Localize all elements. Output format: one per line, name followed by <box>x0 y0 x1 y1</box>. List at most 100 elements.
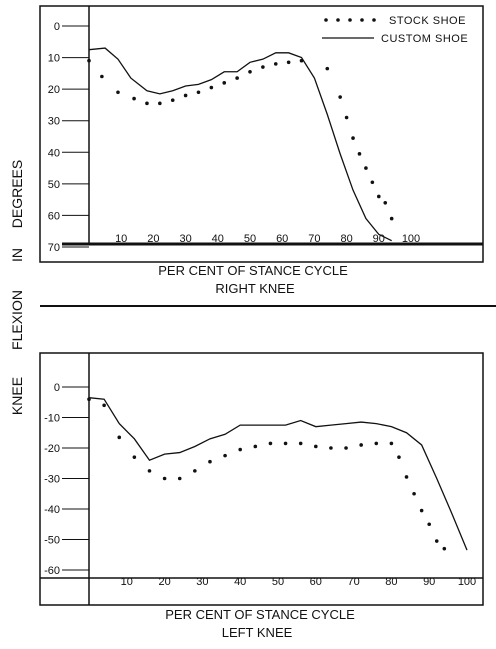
right-knee-stock-shoe-point <box>377 194 381 199</box>
left-knee-stock-shoe-point <box>102 403 106 408</box>
left-knee-x-tick-label: 80 <box>385 576 397 588</box>
left-knee-stock-shoe-point <box>208 459 212 464</box>
right-knee-stock-shoe-point <box>286 60 291 65</box>
right-knee-stock-shoe-point <box>222 81 227 85</box>
right-knee-y-tick-label: 0 <box>54 21 60 33</box>
right-knee-x-tick-label: 100 <box>402 233 420 245</box>
left-knee-x-tick-label: 50 <box>272 576 284 588</box>
right-knee-x-tick-label: 30 <box>179 233 191 245</box>
left-knee-stock-shoe-point <box>162 476 167 481</box>
right-knee-y-tick-label: 60 <box>48 210 60 222</box>
left-knee-y-tick-label: -20 <box>44 443 60 455</box>
right-knee-stock-shoe-point <box>364 166 368 170</box>
right-knee-y-tick-label: 40 <box>48 147 60 159</box>
left-knee-x-tick-label: 30 <box>196 576 208 588</box>
left-knee-stock-shoe-point <box>147 469 152 473</box>
right-knee-stock-shoe-point <box>351 136 355 140</box>
right-knee-x-tick-label: 60 <box>276 233 288 245</box>
right-knee-stock-shoe-point <box>87 58 91 63</box>
left-knee-stock-shoe-point <box>314 444 318 449</box>
legend: STOCK SHOE CUSTOM SHOE <box>322 15 468 45</box>
left-knee-x-tick-label: 10 <box>121 576 133 588</box>
left-knee-stock-shoe-point <box>117 435 122 440</box>
right-knee-y-tick-label: 70 <box>48 242 60 254</box>
right-knee-stock-shoe-point <box>209 85 214 90</box>
left-knee-frame <box>39 352 484 606</box>
left-knee-stock-shoe-point <box>374 441 379 446</box>
left-knee-stock-shoe-point <box>404 475 409 479</box>
legend-stock-dot <box>324 18 328 22</box>
right-knee-stock-shoe-point <box>235 76 239 80</box>
right-knee-stock-shoe-point <box>357 152 362 156</box>
right-knee-stock-shoe-point <box>145 101 149 106</box>
left-knee-y-tick-label: -30 <box>44 474 60 486</box>
left-knee-title: LEFT KNEE <box>222 625 293 640</box>
left-knee-stock-shoe-point <box>442 546 447 551</box>
right-knee-stock-shoe-point <box>389 216 394 221</box>
left-knee-x-tick-label: 70 <box>347 576 359 588</box>
right-knee-xlabel: PER CENT OF STANCE CYCLE <box>158 263 348 278</box>
left-knee-stock-shoe-point <box>329 446 333 450</box>
left-knee-y-tick-label: -10 <box>44 413 60 425</box>
left-knee-chart: 0-10-20-30-40-50-60 10 20 30 40 50 60 70 80 90 10… <box>39 352 484 640</box>
left-knee-stock-shoe-point <box>193 469 197 473</box>
right-knee-stock-shoe-point <box>132 96 136 101</box>
right-knee-stock-shoe-point <box>158 101 162 106</box>
right-knee-y-tick-label: 30 <box>48 116 60 128</box>
left-knee-custom-shoe-line <box>88 397 468 551</box>
right-knee-stock-shoe-point <box>383 200 388 205</box>
left-knee-x-tick-label: 90 <box>423 576 435 588</box>
right-knee-x-tick-label: 50 <box>244 233 256 245</box>
right-knee-x-tick-label: 70 <box>308 233 320 245</box>
left-knee-stock-shoe-point <box>238 447 242 452</box>
right-knee-frame <box>39 5 484 263</box>
legend-stock-dot <box>336 18 340 22</box>
right-knee-x-tick-label: 10 <box>115 233 127 245</box>
right-knee-stock-shoe-point <box>183 93 188 98</box>
left-knee-y-tick-label: 0 <box>54 382 60 394</box>
right-knee-y-tick-label: 20 <box>48 84 60 96</box>
right-knee-x-tick-label: 80 <box>340 233 352 245</box>
right-knee-stock-shoe-point <box>344 115 349 120</box>
left-knee-stock-shoe-point <box>359 443 363 447</box>
right-knee-x-tick-label: 40 <box>212 233 224 245</box>
right-knee-title: RIGHT KNEE <box>215 281 295 296</box>
left-knee-x-ticks: 10 20 30 40 50 60 70 80 90 100 <box>121 576 477 588</box>
legend-stock-marker <box>324 18 376 22</box>
left-knee-y-tick-label: -50 <box>44 535 60 547</box>
left-knee-x-tick-label: 40 <box>234 576 246 588</box>
right-knee-stock-shoe-point <box>338 95 342 99</box>
right-knee-stock-shoe-point <box>370 180 375 185</box>
left-knee-stock-shoe-point <box>419 508 424 513</box>
left-knee-stock-shoe-point <box>283 441 288 446</box>
left-knee-stock-shoe-point <box>397 455 401 459</box>
left-knee-stock-shoe-point <box>427 522 432 527</box>
left-knee-stock-shoe-point <box>268 441 273 446</box>
right-knee-stock-shoe-point <box>325 66 330 71</box>
right-knee-stock-shoe-point <box>248 69 252 74</box>
left-knee-y-ticks: 0 -10 -20 -30 -40 -50 -60 <box>44 382 89 577</box>
legend-stock-dot <box>348 18 352 22</box>
legend-custom-label: CUSTOM SHOE <box>381 33 468 45</box>
right-knee-y-tick-label: 10 <box>48 53 60 65</box>
right-knee-x-tick-label: 20 <box>147 233 159 245</box>
right-knee-custom-shoe-line <box>88 47 392 242</box>
left-knee-stock-shoe-point <box>298 441 303 446</box>
left-knee-xlabel: PER CENT OF STANCE CYCLE <box>165 607 355 622</box>
legend-stock-dot <box>372 18 376 22</box>
left-knee-stock-shoe-point <box>253 444 258 449</box>
ylabel-word-degrees: DEGREES <box>9 160 25 228</box>
left-knee-x-tick-label: 100 <box>458 576 476 588</box>
left-knee-y-tick-label: -60 <box>44 565 60 577</box>
ylabel-word-in: IN <box>9 248 25 262</box>
left-knee-stock-shoe-point <box>132 455 137 459</box>
legend-stock-label: STOCK SHOE <box>389 15 466 27</box>
left-knee-stock-shoe-point <box>412 491 416 496</box>
left-knee-stock-shoe-point <box>344 446 348 450</box>
right-knee-stock-shoe-point <box>170 98 175 102</box>
right-knee-y-ticks: 0 10 20 30 40 50 60 70 <box>48 21 89 254</box>
ylabel-word-knee: KNEE <box>9 377 25 415</box>
ylabel-word-flexion: FLEXION <box>9 290 25 350</box>
